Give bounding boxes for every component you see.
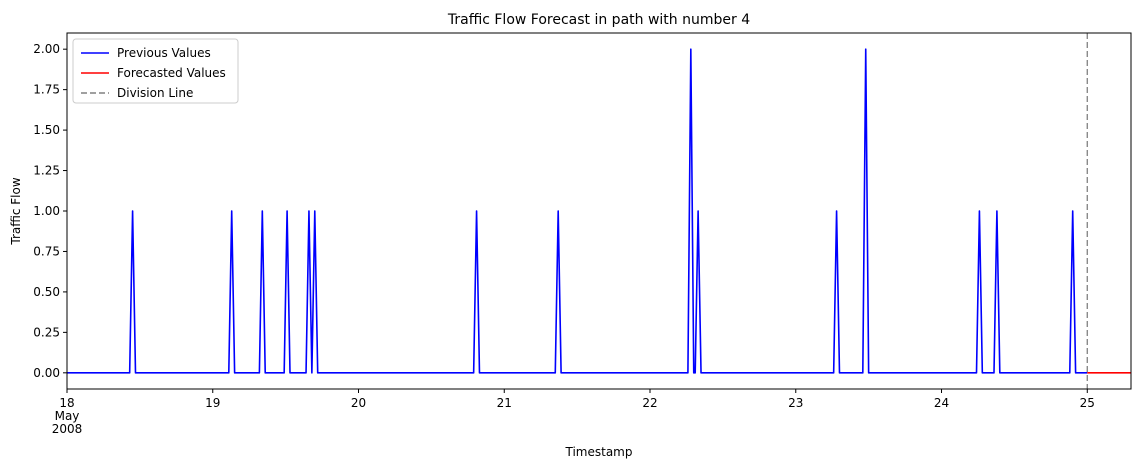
x-tick-label: 21 (497, 396, 512, 410)
x-tick-label: 19 (205, 396, 220, 410)
y-axis-label: Traffic Flow (9, 177, 23, 245)
x-tick-label: 25 (1080, 396, 1095, 410)
chart-title: Traffic Flow Forecast in path with numbe… (447, 12, 750, 28)
data-point-peak (261, 210, 263, 212)
y-tick-label: 1.25 (33, 164, 60, 178)
data-point-peak (1072, 210, 1074, 212)
y-tick-label: 0.50 (33, 285, 60, 299)
data-point-peak (978, 210, 981, 212)
data-point-peak (557, 210, 559, 212)
series-previous-values-line (67, 48, 1088, 374)
legend-label: Division Line (117, 86, 193, 100)
y-tick-label: 0.25 (33, 325, 60, 339)
data-point-peak (835, 210, 838, 212)
data-point-peak (314, 210, 316, 212)
data-point-peak (996, 210, 998, 212)
y-tick-label: 1.50 (33, 123, 60, 137)
x-axis-label: Timestamp (565, 445, 633, 459)
data-point-peak (475, 210, 478, 212)
x-tick-label: 18 May 2008 (52, 396, 83, 436)
data-point-peak (690, 48, 692, 50)
y-tick-label: 0.00 (33, 366, 60, 380)
data-point-peak (697, 210, 699, 212)
x-tick-label: 24 (934, 396, 949, 410)
y-tick-label: 1.75 (33, 83, 60, 97)
legend: Previous Values Forecasted Values Division… (72, 38, 239, 104)
y-tick-label: 2.00 (33, 42, 60, 56)
x-tick-label: 20 (351, 396, 366, 410)
x-tick-label: 23 (788, 396, 803, 410)
legend-label: Forecasted Values (117, 66, 226, 80)
data-point-peak (131, 210, 134, 212)
legend-label: Previous Values (117, 46, 211, 60)
data-point-peak (865, 48, 867, 50)
legend-box (72, 38, 239, 104)
y-tick-label: 0.75 (33, 244, 60, 258)
data-point-peak (231, 210, 233, 212)
y-tick-label: 1.00 (33, 204, 60, 218)
data-point-peak (308, 210, 310, 212)
x-tick-label: 22 (642, 396, 657, 410)
data-point-peak (286, 210, 288, 212)
